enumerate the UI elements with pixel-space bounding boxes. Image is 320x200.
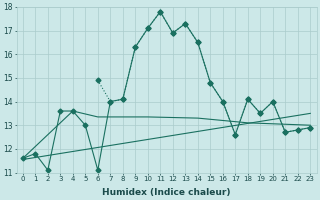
X-axis label: Humidex (Indice chaleur): Humidex (Indice chaleur)	[102, 188, 231, 197]
